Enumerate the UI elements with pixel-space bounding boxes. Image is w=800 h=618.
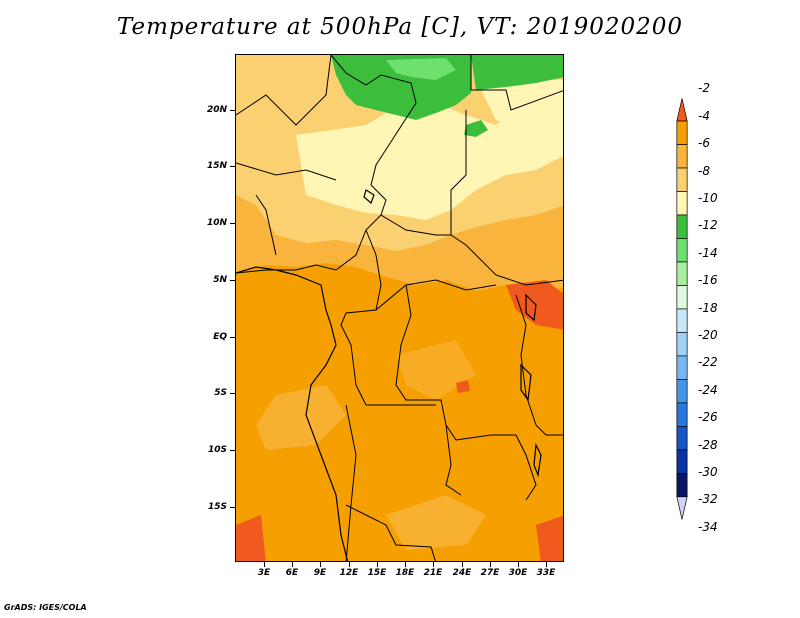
colorbar-box xyxy=(676,120,688,145)
map-panel xyxy=(235,54,564,562)
colorbar-box xyxy=(676,214,688,239)
shading-green-patch xyxy=(464,120,488,137)
lat-tick xyxy=(230,110,235,111)
lon-tick xyxy=(264,562,265,567)
colorbar-box xyxy=(676,402,688,427)
lon-label-30e: 30E xyxy=(508,568,528,578)
lon-tick xyxy=(546,562,547,567)
colorbar-label: -34 xyxy=(698,519,718,534)
colorbar-box xyxy=(676,167,688,192)
colorbar-boxes xyxy=(676,98,688,520)
colorbar-box xyxy=(676,472,688,498)
lakes xyxy=(363,189,542,478)
shading-patch-3 xyxy=(396,340,476,400)
colorbar-top-triangle xyxy=(676,98,688,122)
colorbar-label: -12 xyxy=(698,218,718,233)
colorbar-label: -26 xyxy=(698,410,718,425)
colorbar-box xyxy=(676,379,688,404)
lon-label-12e: 12E xyxy=(339,568,359,578)
lat-tick xyxy=(230,280,235,281)
colorbar-label: -24 xyxy=(698,382,718,397)
colorbar-box xyxy=(676,191,688,216)
lon-label-27e: 27E xyxy=(480,568,500,578)
lon-label-9e: 9E xyxy=(313,568,327,578)
colorbar-box xyxy=(676,332,688,357)
lon-tick xyxy=(462,562,463,567)
colorbar-box xyxy=(676,355,688,380)
shading-darkest-spot xyxy=(456,380,470,393)
lon-label-24e: 24E xyxy=(452,568,472,578)
lat-label-5n: 5N xyxy=(213,275,227,285)
shading-darkest-se xyxy=(536,515,563,561)
colorbar-label: -2 xyxy=(698,81,710,96)
lon-label-6e: 6E xyxy=(285,568,299,578)
lon-label-15e: 15E xyxy=(367,568,387,578)
colorbar-label: -16 xyxy=(698,273,718,288)
lat-tick xyxy=(230,450,235,451)
lat-tick xyxy=(230,223,235,224)
lat-tick xyxy=(230,393,235,394)
lat-label-10s: 10S xyxy=(207,445,227,455)
shading-cream xyxy=(296,85,563,220)
colorbar-label: -32 xyxy=(698,492,718,507)
lat-label-eq: EQ xyxy=(213,332,227,342)
colorbar-box xyxy=(676,261,688,286)
lon-tick xyxy=(490,562,491,567)
lat-label-10n: 10N xyxy=(206,218,227,228)
shading-light-green xyxy=(386,58,456,80)
coastline xyxy=(236,266,349,561)
colorbar-label: -14 xyxy=(698,245,718,260)
lat-tick xyxy=(230,337,235,338)
colorbar-label: -8 xyxy=(698,163,710,178)
lon-label-33e: 33E xyxy=(536,568,556,578)
lat-tick xyxy=(230,166,235,167)
colorbar-label: -4 xyxy=(698,108,710,123)
colorbar-label: -6 xyxy=(698,136,710,151)
lat-label-5s: 5S xyxy=(214,388,227,398)
colorbar-label: -22 xyxy=(698,355,718,370)
colorbar-box xyxy=(676,285,688,310)
lat-label-15n: 15N xyxy=(206,161,227,171)
shading-darkest-sw xyxy=(236,515,266,561)
shading-cream-ne xyxy=(476,80,563,130)
colorbar-box xyxy=(676,144,688,169)
colorbar-bottom-triangle xyxy=(676,496,688,520)
colorbar-label: -20 xyxy=(698,328,718,342)
lon-tick xyxy=(518,562,519,567)
map-title: Temperature at 500hPa [C], VT: 201902020… xyxy=(116,14,684,40)
colorbar xyxy=(676,98,688,520)
lon-label-21e: 21E xyxy=(423,568,443,578)
temperature-map xyxy=(236,55,563,561)
colorbar-label: -30 xyxy=(698,465,718,479)
shading-green-ne xyxy=(471,55,563,90)
shading-darkest-east xyxy=(506,280,563,330)
lon-label-3e: 3E xyxy=(257,568,271,578)
country-borders xyxy=(236,55,563,561)
lon-label-18e: 18E xyxy=(395,568,415,578)
shading-patch-2 xyxy=(386,495,486,550)
lat-label-15s: 15S xyxy=(207,502,227,512)
shading-patch-1 xyxy=(256,385,346,450)
lon-tick xyxy=(320,562,321,567)
lon-tick xyxy=(349,562,350,567)
lon-tick xyxy=(433,562,434,567)
lat-tick xyxy=(230,507,235,508)
grads-credit: GrADS: IGES/COLA xyxy=(4,603,87,612)
colorbar-label: -18 xyxy=(698,300,718,315)
colorbar-box xyxy=(676,308,688,333)
lat-label-20n: 20N xyxy=(206,105,227,115)
lon-tick xyxy=(405,562,406,567)
colorbar-label: -28 xyxy=(698,437,718,452)
lon-tick xyxy=(377,562,378,567)
lon-tick xyxy=(292,562,293,567)
colorbar-box xyxy=(676,426,688,451)
colorbar-label: -10 xyxy=(698,191,718,205)
colorbar-box xyxy=(676,238,688,263)
colorbar-box xyxy=(676,449,688,474)
